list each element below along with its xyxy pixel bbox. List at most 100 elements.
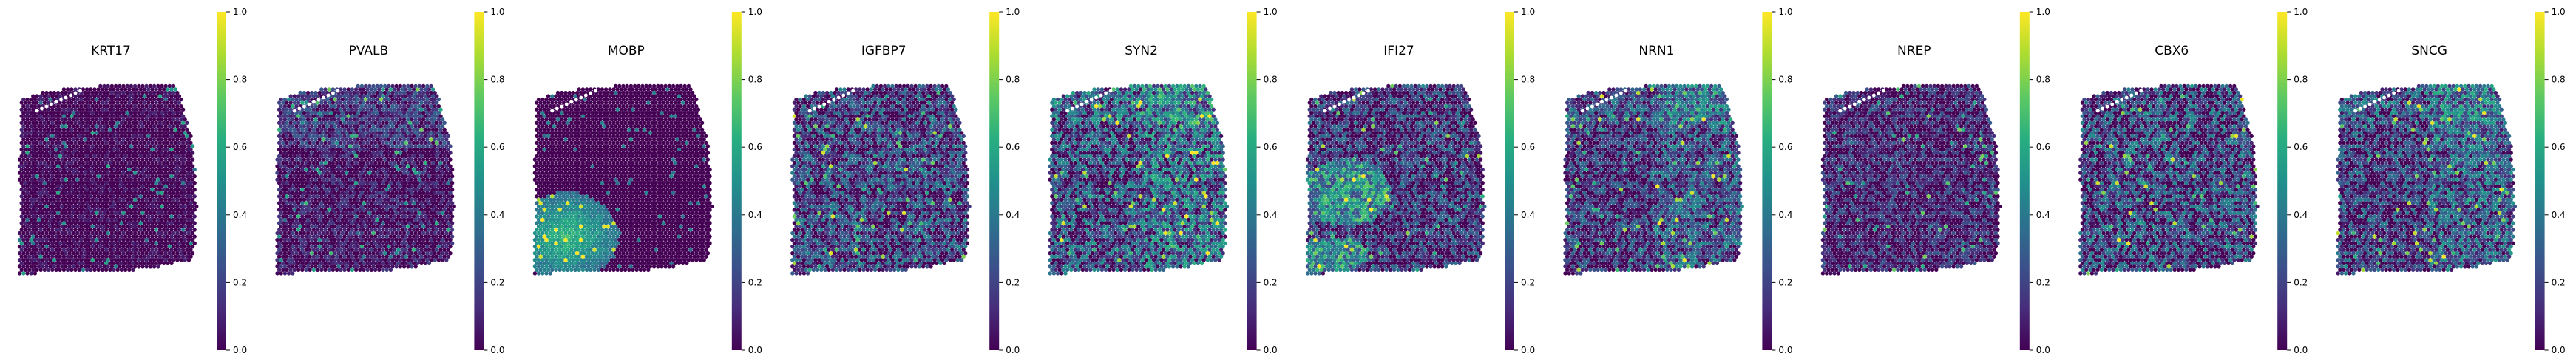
tissue-gap-spot	[2124, 95, 2129, 100]
colorbar-tick-label: 1.0	[1521, 7, 1535, 17]
tissue-gap-spot	[2396, 89, 2401, 93]
spot-field	[1048, 83, 1230, 276]
colorbar-tick-label: 0.4	[1006, 210, 1020, 220]
colorbar-tick-label: 0.4	[748, 210, 762, 220]
colorbar-tick-label: 1.0	[233, 7, 247, 17]
tissue-gap-spot	[2377, 98, 2382, 102]
colorbar-tick-label: 0.0	[1006, 345, 1020, 355]
colorbar-tick-label: 0.2	[1264, 277, 1278, 287]
tissue-gap-spot	[302, 104, 306, 109]
spot-field	[1563, 83, 1744, 276]
tissue-gap-spot	[50, 102, 53, 106]
tissue-gap-spot	[2392, 91, 2396, 95]
tissue-gap-spot	[1610, 95, 1613, 100]
tissue-gap-spot	[841, 93, 846, 98]
tissue-gap-spot	[69, 93, 72, 98]
tissue-gap-spot	[1590, 104, 1594, 109]
tissue-gap-spot	[550, 109, 555, 113]
tissue-gap-spot	[1852, 102, 1857, 106]
colorbar-tick-label: 0.4	[233, 210, 247, 220]
colorbar-tick-label: 0.4	[1264, 210, 1278, 220]
tissue-gap-spot	[2134, 91, 2138, 95]
colorbar-tick-label: 1.0	[1264, 7, 1278, 17]
tissue-gap-spot	[2387, 93, 2391, 98]
tissue-gap-spot	[822, 102, 827, 106]
colorbar-tick-label: 0.6	[1006, 142, 1020, 152]
tissue-gap-spot	[312, 100, 316, 104]
panel-title: PVALB	[349, 44, 389, 58]
colorbar	[989, 12, 1000, 350]
colorbar-tick-label: 0.0	[233, 345, 247, 355]
tissue-gap-spot	[1619, 91, 1623, 95]
colorbar-tick-label: 0.2	[2036, 277, 2050, 287]
tissue-gap-spot	[1352, 95, 1356, 100]
tissue-gap-spot	[1600, 100, 1604, 104]
tissue-gap-spot	[336, 89, 340, 93]
tissue-gap-spot	[1585, 106, 1590, 111]
tissue-gap-spot	[564, 102, 569, 106]
tissue-gap-spot	[1366, 89, 1370, 93]
colorbar-tick-label: 0.0	[2036, 345, 2050, 355]
spot-field	[532, 83, 714, 276]
colorbar	[2277, 12, 2288, 350]
tissue-gap-spot	[54, 100, 58, 104]
tissue-gap-spot	[2367, 102, 2372, 106]
tissue-gap-spot	[807, 109, 812, 113]
tissue-gap-spot	[307, 102, 311, 106]
panel-mobp: MOBP 0.0 0.2 0.4 0.6 0.8 1.0	[532, 7, 762, 355]
tissue-gap-spot	[1848, 104, 1852, 109]
tissue-gap-spot	[1614, 93, 1619, 98]
colorbar-tick-label: 0.8	[233, 75, 247, 85]
colorbar-tick-label: 0.0	[2294, 345, 2308, 355]
colorbar-tick-label: 0.8	[2294, 75, 2308, 85]
tissue-gap-spot	[78, 89, 82, 93]
tissue-gap-spot	[73, 91, 78, 95]
tissue-gap-spot	[827, 100, 831, 104]
colorbar	[1762, 12, 1772, 350]
spot-field	[2336, 83, 2518, 276]
colorbar-tick-label: 0.4	[2036, 210, 2050, 220]
tissue-gap-spot	[316, 98, 321, 102]
panel-title: KRT17	[91, 44, 131, 58]
colorbar-tick-label: 0.8	[490, 75, 504, 85]
colorbar-tick-label: 1.0	[490, 7, 504, 17]
tissue-gap-spot	[1871, 93, 1876, 98]
panel-title: NRN1	[1638, 44, 1674, 58]
tissue-gap-spot	[813, 106, 817, 111]
tissue-gap-spot	[817, 104, 821, 109]
colorbar-tick-label: 0.2	[1521, 277, 1535, 287]
colorbar-tick-label: 0.2	[233, 277, 247, 287]
panel-sncg: SNCG 0.0 0.2 0.4 0.6 0.8 1.0	[2336, 7, 2566, 355]
tissue-gap-spot	[1065, 109, 1069, 113]
tissue-gap-spot	[2115, 100, 2119, 104]
panel-cbx6: CBX6 0.0 0.2 0.4 0.6 0.8 1.0	[2078, 7, 2308, 355]
tissue-gap-spot	[2358, 106, 2362, 111]
spot-field	[17, 83, 199, 276]
colorbar-tick-label: 0.0	[1778, 345, 1792, 355]
tissue-gap-spot	[2382, 95, 2386, 100]
tissue-gap-spot	[40, 106, 44, 111]
colorbar-tick-label: 0.8	[1778, 75, 1792, 85]
panel-syn2: SYN2 0.0 0.2 0.4 0.6 0.8 1.0	[1048, 7, 1278, 355]
colorbar-tick-label: 0.8	[748, 75, 762, 85]
tissue-gap-spot	[1862, 98, 1866, 102]
colorbar-tick-label: 0.2	[748, 277, 762, 287]
colorbar-tick-label: 0.6	[2036, 142, 2050, 152]
tissue-gap-spot	[1624, 89, 1628, 93]
tissue-gap-spot	[1342, 100, 1346, 104]
tissue-gap-spot	[322, 95, 325, 100]
tissue-gap-spot	[331, 91, 335, 95]
colorbar-tick-label: 0.0	[490, 345, 504, 355]
tissue-gap-spot	[560, 104, 564, 109]
colorbar	[1247, 12, 1257, 350]
colorbar-tick-label: 0.6	[748, 142, 762, 152]
colorbar-tick-label: 0.8	[2036, 75, 2050, 85]
tissue-gap-spot	[1843, 106, 1847, 111]
colorbar-tick-label: 0.6	[233, 142, 247, 152]
tissue-gap-spot	[2373, 100, 2376, 104]
tissue-gap-spot	[1085, 100, 1088, 104]
colorbar	[2535, 12, 2545, 350]
spot-field	[2078, 83, 2260, 276]
tissue-gap-spot	[832, 98, 836, 102]
